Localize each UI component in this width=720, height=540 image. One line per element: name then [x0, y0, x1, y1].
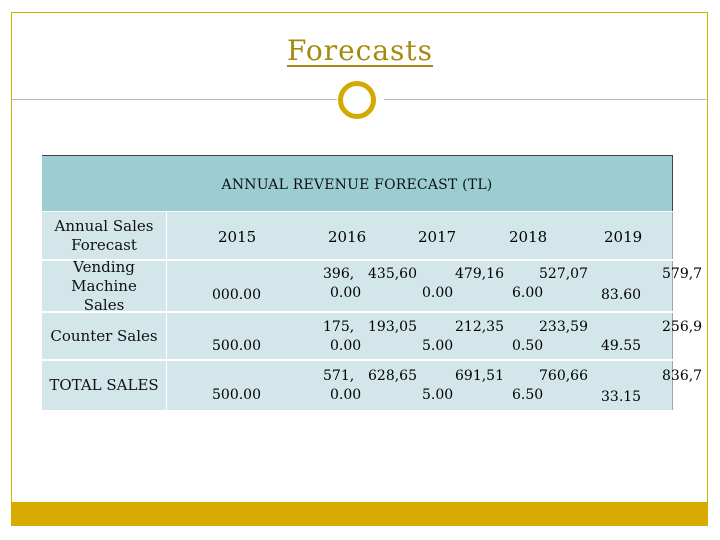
cell-value: 500.00 [212, 387, 261, 403]
row-label-cell: TOTAL SALES [42, 361, 166, 410]
year-2017: 2017 [418, 228, 457, 246]
cell-value: 83.60 [601, 287, 642, 303]
row-label-counter: Counter Sales [50, 326, 158, 345]
cell-value: 0.00 [330, 285, 362, 301]
cell-value: 435,60 [368, 266, 417, 282]
cell-value: 212,35 [455, 319, 504, 335]
row-label-vending: Vending Machine Sales [71, 257, 137, 314]
corner-label-cell: Annual Sales Forecast [42, 212, 166, 259]
table-header-band: ANNUAL REVENUE FORECAST (TL) [42, 155, 673, 211]
cell-value: 579,7 [662, 266, 703, 282]
cell-value: 0.00 [330, 338, 362, 354]
cell-value: 760,66 [539, 368, 588, 384]
divider-left [11, 99, 337, 100]
row-separator [42, 359, 166, 361]
cell-value: 175, [323, 319, 355, 335]
circle-ornament [338, 81, 376, 119]
year-2016: 2016 [328, 228, 367, 246]
footer-bar [11, 502, 708, 526]
table-title: ANNUAL REVENUE FORECAST (TL) [221, 177, 493, 193]
cell-value: 6.00 [512, 285, 544, 301]
cell-value: 628,65 [368, 368, 417, 384]
corner-label: Annual Sales Forecast [54, 216, 154, 254]
row-label-cell: Vending Machine Sales [42, 258, 166, 314]
year-2015: 2015 [218, 228, 257, 246]
cell-value: 49.55 [601, 338, 642, 354]
cell-value: 256,9 [662, 319, 703, 335]
row-separator [42, 259, 166, 261]
cell-value: 193,05 [368, 319, 417, 335]
divider-right [384, 99, 708, 100]
cell-value: 527,07 [539, 266, 588, 282]
row-label-cell: Counter Sales [42, 313, 166, 359]
column-separator [166, 212, 167, 410]
cell-value: 5.00 [422, 387, 454, 403]
cell-value: 0.00 [330, 387, 362, 403]
cell-value: 500.00 [212, 338, 261, 354]
cell-value: 836,7 [662, 368, 703, 384]
row-separator [167, 311, 673, 313]
row-separator [167, 359, 673, 361]
cell-value: 691,51 [455, 368, 504, 384]
cell-value: 0.00 [422, 285, 454, 301]
slide-title: Forecasts [286, 34, 434, 67]
row-label-total: TOTAL SALES [49, 376, 159, 394]
cell-value: 233,59 [539, 319, 588, 335]
cell-value: 396, [323, 266, 355, 282]
year-2019: 2019 [604, 228, 643, 246]
cell-value: 33.15 [601, 389, 642, 405]
year-2018: 2018 [509, 228, 548, 246]
cell-value: 000.00 [212, 287, 261, 303]
cell-value: 571, [323, 368, 355, 384]
cell-value: 0.50 [512, 338, 544, 354]
cell-value: 479,16 [455, 266, 504, 282]
cell-value: 6.50 [512, 387, 544, 403]
row-separator [42, 311, 166, 313]
cell-value: 5.00 [422, 338, 454, 354]
row-separator [167, 259, 673, 261]
